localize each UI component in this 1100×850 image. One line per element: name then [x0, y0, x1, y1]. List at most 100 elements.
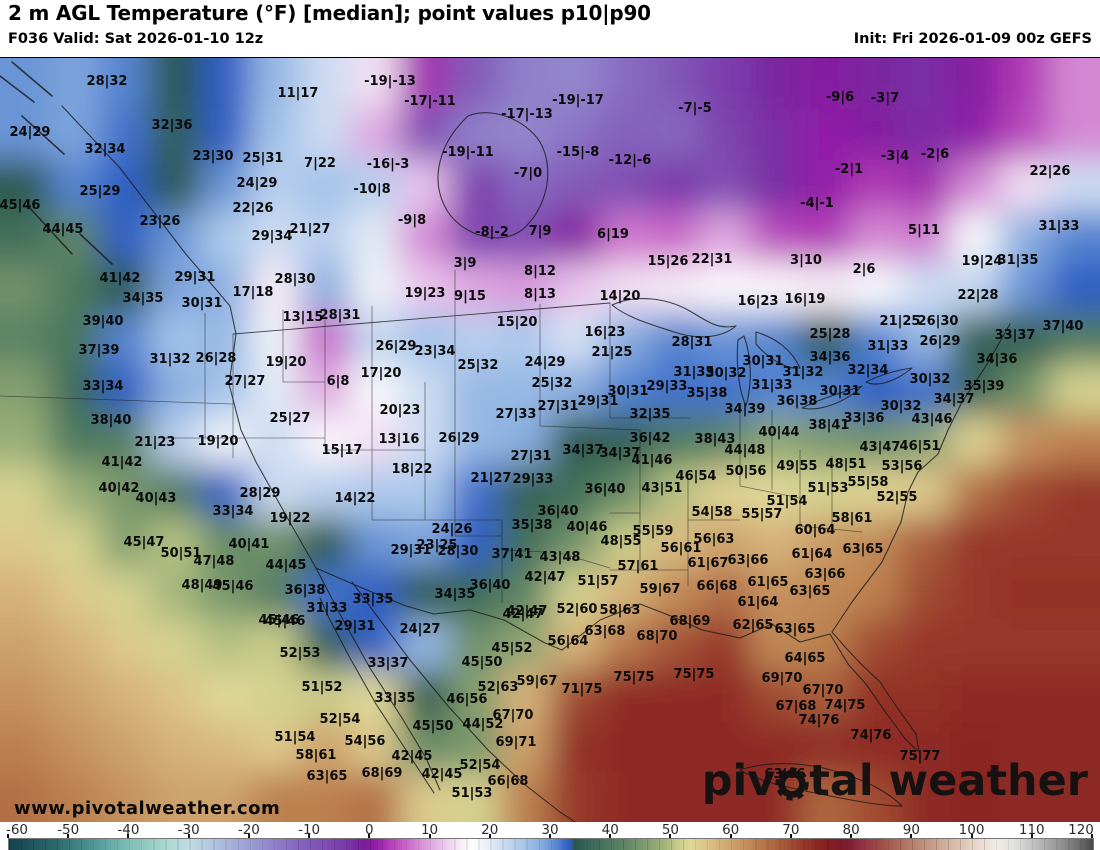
point-value-label: 51|52	[302, 680, 343, 695]
point-value-label: 33|35	[375, 691, 416, 706]
point-value-label: 34|37	[563, 443, 604, 458]
point-value-label: 49|55	[777, 459, 818, 474]
point-value-label: 32|35	[630, 407, 671, 422]
watermark-brand: piv tal weather	[702, 760, 1088, 803]
point-value-label: 61|64	[792, 547, 833, 562]
colorbar-tick-mark	[1030, 834, 1033, 838]
point-value-label: 52|60	[557, 602, 598, 617]
colorbar-tick-label: 100	[958, 822, 985, 838]
point-value-label: 3|9	[454, 256, 477, 271]
point-value-label: 25|29	[80, 184, 121, 199]
point-value-label: -9|6	[826, 90, 854, 105]
point-value-label: 6|19	[597, 227, 629, 242]
point-value-label: 31|32	[783, 365, 824, 380]
point-value-label: 7|9	[529, 224, 552, 239]
point-value-label: 36|40	[470, 578, 511, 593]
point-value-label: 8|13	[524, 287, 556, 302]
point-value-label: 40|43	[136, 491, 177, 506]
point-value-label: 59|67	[640, 582, 681, 597]
lake-superior	[611, 298, 737, 338]
point-value-label: 24|29	[525, 355, 566, 370]
point-value-label: 45|46	[213, 579, 254, 594]
colorbar: -60 -50 -40 -30 -20 -10 0 10 20 30 40 50 60 70 80 90 100…	[0, 822, 1100, 850]
valid-time: F036 Valid: Sat 2026-01-10 12z	[8, 31, 264, 47]
point-value-label: -10|8	[353, 182, 390, 197]
point-value-label: 15|26	[648, 254, 689, 269]
point-value-label: 62|65	[733, 618, 774, 633]
point-value-label: 68|69	[362, 766, 403, 781]
point-value-label: -2|1	[835, 162, 863, 177]
point-value-label: 51|53	[808, 481, 849, 496]
point-value-label: 27|31	[538, 399, 579, 414]
point-value-label: 30|32	[706, 366, 747, 381]
point-value-label: 14|20	[600, 289, 641, 304]
point-value-label: 42|47	[525, 570, 566, 585]
point-value-label: 28|30	[438, 544, 479, 559]
temperature-map[interactable]: 28|32 32|36 24|29 32|34 11|17 23|30 25|31 7|22 2…	[0, 57, 1100, 822]
point-value-label: 52|54	[460, 758, 501, 773]
point-value-label: 40|46	[567, 520, 608, 535]
point-value-label: 28|32	[87, 74, 128, 89]
colorbar-tick-label: 70	[782, 822, 800, 838]
point-value-label: 36|40	[538, 504, 579, 519]
point-value-label: 6|8	[327, 374, 350, 389]
point-value-label: 33|34	[213, 504, 254, 519]
point-value-label: 35|38	[687, 386, 728, 401]
point-value-label: -19|-13	[364, 74, 416, 89]
point-value-label: 51|54	[767, 494, 808, 509]
point-value-label: 39|40	[83, 314, 124, 329]
point-value-label: -8|-2	[475, 225, 509, 240]
point-value-label: 29|31	[578, 394, 619, 409]
point-value-label: 30|32	[881, 399, 922, 414]
colorbar-tick-mark	[368, 834, 371, 838]
colorbar-tick-label: 110	[1018, 822, 1045, 838]
point-value-label: 54|58	[692, 505, 733, 520]
point-value-label: 45|46	[265, 614, 306, 629]
point-value-label: 55|59	[633, 524, 674, 539]
point-value-label: 29|33	[513, 472, 554, 487]
colorbar-gradient	[8, 838, 1094, 850]
point-value-label: 15|20	[497, 315, 538, 330]
point-value-label: -9|8	[398, 213, 426, 228]
point-value-label: 26|29	[376, 339, 417, 354]
point-value-label: 46|56	[447, 692, 488, 707]
point-value-label: 34|36	[810, 350, 851, 365]
point-value-label: 27|27	[225, 374, 266, 389]
colorbar-tick-label: 0	[365, 822, 374, 838]
point-value-label: 43|48	[540, 550, 581, 565]
point-value-label: 17|18	[233, 285, 274, 300]
point-value-label: 74|75	[825, 698, 866, 713]
point-value-label: 68|69	[670, 614, 711, 629]
point-value-label: 43|46	[912, 412, 953, 427]
colorbar-tick-label: 30	[541, 822, 559, 838]
point-value-label: 43|51	[642, 481, 683, 496]
brand-text-pre: piv	[701, 756, 776, 806]
point-value-label: -7|-5	[678, 101, 712, 116]
point-value-label: 42|45	[392, 749, 433, 764]
point-value-label: 13|16	[379, 432, 420, 447]
point-value-label: 15|17	[322, 443, 363, 458]
colorbar-tick-mark	[609, 834, 612, 838]
point-value-label: 21|25	[880, 314, 921, 329]
point-value-label: 24|26	[432, 522, 473, 537]
point-value-label: 5|11	[908, 223, 940, 238]
colorbar-tick-mark	[67, 834, 70, 838]
colorbar-tick-mark	[669, 834, 672, 838]
colorbar-tick-label: 10	[420, 822, 439, 838]
us-mexico-border	[315, 567, 563, 651]
point-value-label: 31|33	[868, 339, 909, 354]
point-value-label: 45|46	[0, 198, 40, 213]
colorbar-tick-mark	[187, 834, 190, 838]
point-value-label: 45|47	[124, 535, 165, 550]
point-value-label: 45|50	[462, 655, 503, 670]
point-value-label: 53|56	[882, 459, 923, 474]
point-value-label: 42|45	[422, 767, 463, 782]
point-value-label: 28|31	[672, 335, 713, 350]
colorbar-tick-mark	[789, 834, 792, 838]
point-value-label: 63|65	[307, 769, 348, 784]
point-values: 28|32 32|36 24|29 32|34 11|17 23|30 25|31 7|22 2…	[0, 74, 1083, 801]
colorbar-tick-label: 50	[661, 822, 680, 838]
colorbar-tick-label: 90	[902, 822, 920, 838]
point-value-label: 14|22	[335, 491, 376, 506]
